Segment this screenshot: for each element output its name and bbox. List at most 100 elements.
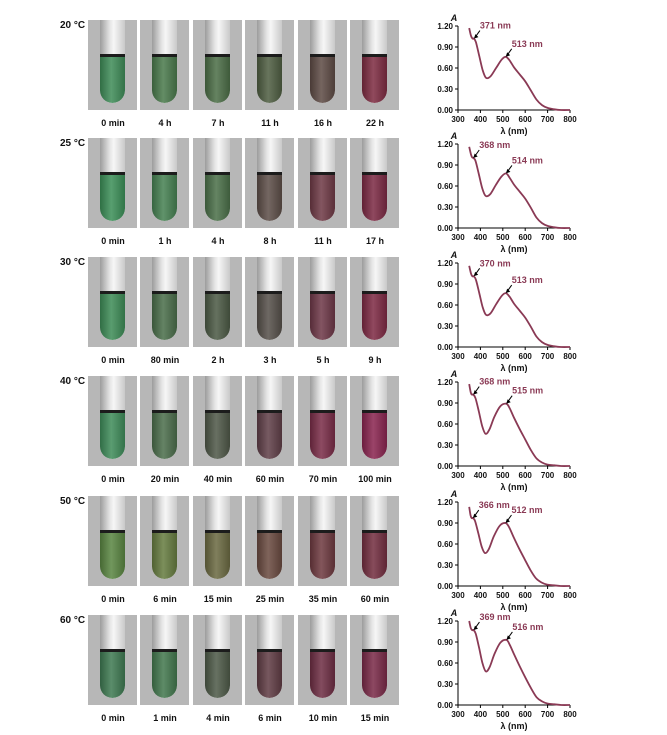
absorbance-curve — [468, 383, 571, 467]
test-tube — [205, 20, 230, 103]
x-tick-label: 400 — [474, 115, 488, 124]
x-tick-label: 300 — [451, 233, 465, 242]
y-tick-label: 0.90 — [437, 519, 453, 528]
vial-photo-strip — [88, 496, 400, 586]
x-tick-label: 400 — [474, 352, 488, 361]
spectrum-chart: 0.00 0.30 0.60 0.90 1.20 300 400 500 600 700 800 Aλ… — [437, 250, 577, 373]
x-axis-label: λ (nm) — [501, 363, 528, 373]
vial-photo — [350, 138, 399, 228]
test-tube — [100, 257, 125, 340]
solution — [205, 293, 230, 340]
vial-time-label: 6 min — [153, 594, 177, 604]
peak-arrowhead — [473, 34, 479, 39]
vial-time-label: 15 min — [203, 594, 233, 604]
vial-photo — [140, 20, 189, 110]
peak-label: 368 nm — [479, 140, 510, 150]
absorbance-curve — [468, 265, 571, 348]
x-tick-label: 400 — [474, 233, 488, 242]
temperature-label: 50 °C — [60, 496, 86, 507]
vial-photo — [140, 496, 189, 586]
test-tube — [152, 615, 177, 698]
y-tick-label: 0.30 — [437, 322, 453, 331]
vial-photo — [245, 376, 294, 466]
test-tube — [310, 376, 335, 459]
y-tick-label: 0.60 — [437, 182, 453, 191]
y-tick-label: 0.60 — [437, 301, 453, 310]
temperature-label: 25 °C — [60, 138, 86, 149]
meniscus-line — [100, 649, 125, 652]
solution — [100, 412, 125, 459]
solution — [100, 174, 125, 221]
meniscus-line — [362, 291, 387, 294]
solution — [257, 174, 282, 221]
vial-time-label: 0 min — [101, 713, 125, 723]
vial-photo-strip — [88, 20, 400, 110]
y-tick-label: 1.20 — [437, 22, 453, 31]
vial-photo — [88, 376, 137, 466]
test-tube — [362, 496, 387, 579]
solution — [152, 174, 177, 221]
test-tube — [310, 138, 335, 221]
vial-photo — [350, 257, 399, 347]
y-tick-label: 0.60 — [437, 420, 453, 429]
vial-photo — [193, 20, 242, 110]
meniscus-line — [152, 649, 177, 652]
solution — [257, 651, 282, 698]
meniscus-line — [310, 54, 335, 57]
x-tick-label: 700 — [541, 591, 555, 600]
x-axis-label: λ (nm) — [501, 126, 528, 136]
vial-time-label: 22 h — [365, 118, 384, 128]
peak-label: 515 nm — [512, 386, 543, 396]
peak-label: 369 nm — [479, 612, 510, 622]
x-tick-label: 500 — [496, 352, 510, 361]
y-tick-label: 1.20 — [437, 617, 453, 626]
meniscus-line — [100, 291, 125, 294]
peak-arrowhead — [505, 168, 511, 174]
meniscus-line — [257, 172, 282, 175]
solution — [205, 56, 230, 103]
vial-photo — [245, 615, 294, 705]
y-tick-label: 1.20 — [437, 259, 453, 268]
vial-photo — [193, 138, 242, 228]
test-tube — [205, 615, 230, 698]
x-tick-label: 300 — [451, 710, 465, 719]
x-tick-label: 600 — [519, 115, 533, 124]
test-tube — [152, 257, 177, 340]
vial-time-label: 1 h — [158, 236, 172, 246]
test-tube — [257, 496, 282, 579]
vial-time-label: 1 min — [153, 713, 177, 723]
x-tick-label: 800 — [563, 352, 577, 361]
vial-time-label: 15 min — [360, 713, 390, 723]
vial-photo — [298, 20, 347, 110]
solution — [152, 651, 177, 698]
x-tick-label: 300 — [451, 591, 465, 600]
x-tick-label: 700 — [541, 115, 555, 124]
x-tick-label: 500 — [496, 115, 510, 124]
vial-time-label: 25 min — [255, 594, 285, 604]
y-tick-label: 0.60 — [437, 540, 453, 549]
x-tick-label: 500 — [496, 471, 510, 480]
x-tick-label: 700 — [541, 471, 555, 480]
spectrum-chart: 0.00 0.30 0.60 0.90 1.20 300 400 500 600 700 800 Aλ… — [437, 131, 577, 254]
x-tick-label: 400 — [474, 591, 488, 600]
meniscus-line — [152, 54, 177, 57]
test-tube — [100, 376, 125, 459]
solution — [310, 293, 335, 340]
meniscus-line — [100, 54, 125, 57]
test-tube — [257, 615, 282, 698]
y-tick-label: 0.00 — [437, 582, 453, 591]
y-tick-label: 0.90 — [437, 280, 453, 289]
peak-arrowhead — [506, 635, 511, 640]
vial-photo — [88, 257, 137, 347]
vial-photo — [298, 257, 347, 347]
y-tick-label: 0.00 — [437, 106, 453, 115]
meniscus-line — [362, 54, 387, 57]
x-tick-label: 500 — [496, 233, 510, 242]
y-tick-label: 0.60 — [437, 659, 453, 668]
x-tick-label: 600 — [519, 352, 533, 361]
vial-time-label: 9 h — [368, 355, 382, 365]
y-axis-label: A — [450, 608, 458, 618]
test-tube — [205, 257, 230, 340]
solution — [152, 56, 177, 103]
